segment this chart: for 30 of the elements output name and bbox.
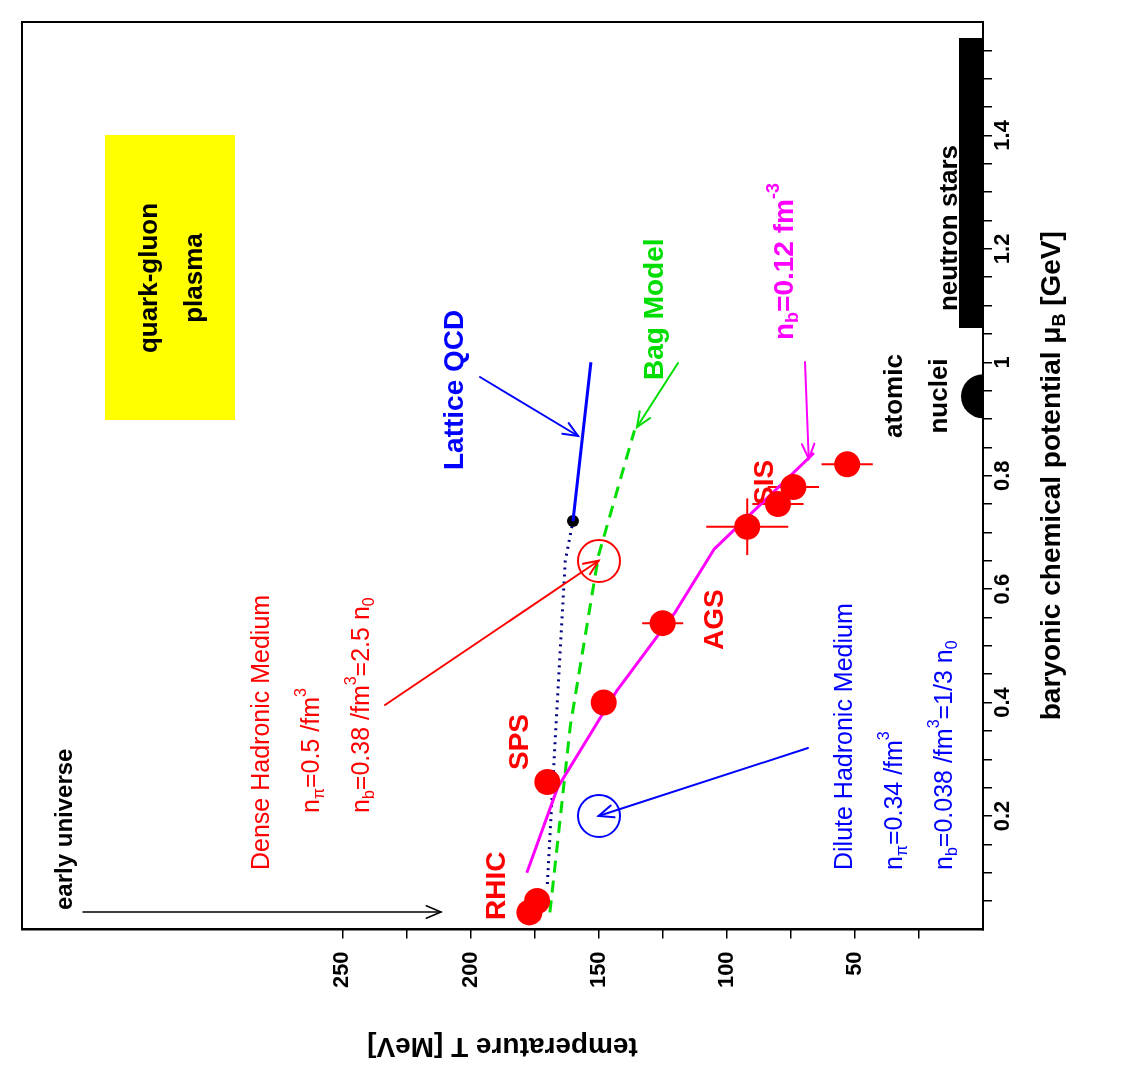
y-tick-label: 0.6 [989, 573, 1015, 605]
y-axis-title: baryonic chemical potential μB [GeV] [1034, 231, 1070, 721]
annotation: neutron stars [933, 144, 964, 312]
y-tick-label: 0.2 [989, 800, 1015, 832]
annotation: Lattice QCD [437, 309, 469, 470]
annotation: early universe [49, 748, 77, 910]
annotation: nb=0.12 fm-3 [762, 183, 803, 340]
annotation: nπ=0.34 /fm3 [875, 731, 910, 870]
y-tick-label: 0.8 [989, 460, 1015, 491]
x-tick-label: 100 [712, 951, 738, 989]
annotation: SPS [502, 713, 534, 770]
annotation: Dilute Hadronic Medium [828, 603, 857, 870]
annotation: Bag Model [637, 238, 669, 380]
x-tick-label: 250 [328, 951, 354, 989]
annotation: quark-gluon plasma [133, 202, 209, 354]
annotation: atomic nuclei [878, 354, 954, 438]
annotation: Dense Hadronic Medium [245, 594, 274, 870]
annotation: AGS [697, 589, 729, 650]
annotation: nb=0.38 /fm3=2.5 n0 [342, 597, 377, 813]
x-tick-label: 50 [840, 951, 866, 976]
y-tick-label: 1.4 [989, 119, 1015, 151]
x-tick-label: 150 [584, 951, 610, 989]
annotation: RHIC [479, 851, 511, 920]
y-tick-label: 1.2 [989, 233, 1015, 265]
x-axis-title: temperature T [MeV] [367, 1032, 638, 1064]
y-tick-label: 1 [989, 356, 1015, 369]
annotation: nπ=0.5 /fm3 [292, 688, 327, 813]
y-tick-label: 0.4 [989, 686, 1015, 718]
x-tick-label: 200 [456, 951, 482, 989]
annotation: nb=0.038 /fm3=1/3 n0 [925, 640, 960, 870]
